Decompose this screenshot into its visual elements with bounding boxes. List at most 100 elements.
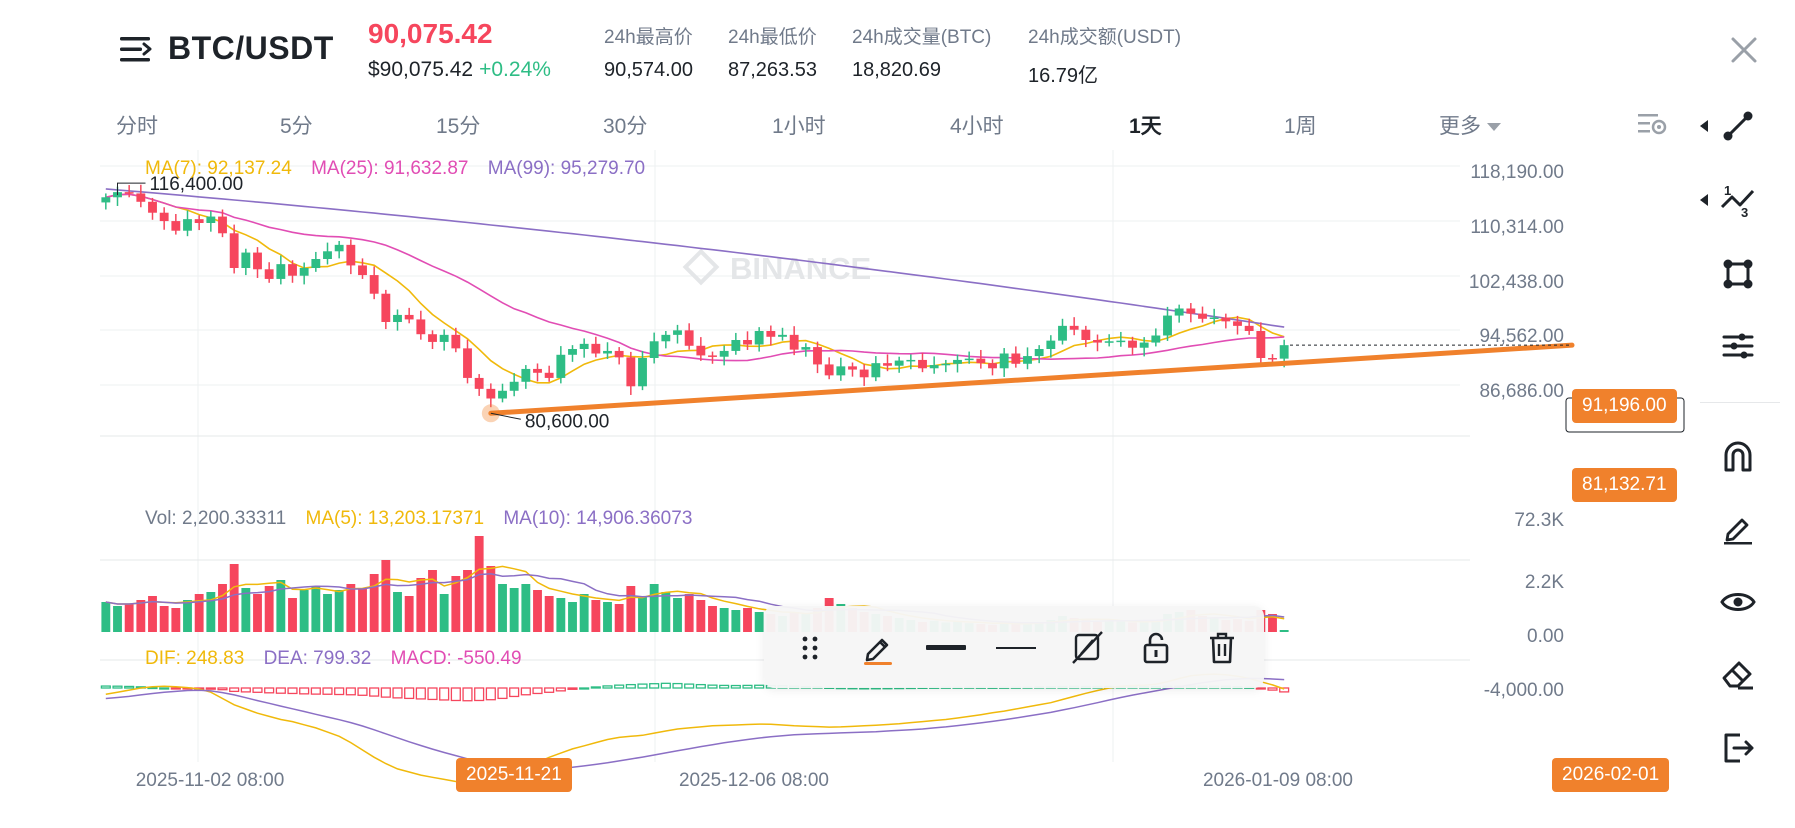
candle-body bbox=[918, 359, 927, 369]
volume-bar bbox=[579, 594, 589, 632]
volume-bar bbox=[136, 600, 146, 632]
candle-body bbox=[171, 221, 181, 231]
drawing-toolbar bbox=[764, 606, 1264, 688]
pen-icon[interactable] bbox=[1718, 508, 1758, 548]
crosshair-end-date-tag: 2026-02-01 bbox=[1552, 758, 1670, 792]
price-axis-label: 110,314.00 bbox=[1470, 217, 1564, 238]
macd-histogram-bar bbox=[264, 687, 275, 694]
candle-body bbox=[1046, 340, 1056, 349]
chevron-down-icon bbox=[1487, 123, 1501, 132]
macd-histogram-bar bbox=[485, 687, 496, 701]
candle-body bbox=[906, 359, 916, 362]
candle-body bbox=[1034, 349, 1044, 357]
unlock-icon[interactable] bbox=[1136, 628, 1176, 668]
stat-label: 24h成交量(BTC) bbox=[852, 27, 992, 48]
delete-drawing-icon[interactable] bbox=[1202, 628, 1242, 668]
volume-bar bbox=[533, 590, 542, 632]
ma-lines bbox=[105, 188, 1285, 384]
drag-handle-icon[interactable] bbox=[790, 628, 830, 668]
volume-bar bbox=[159, 606, 169, 632]
candle-body bbox=[241, 252, 251, 268]
candle-body bbox=[533, 368, 542, 373]
candle-body bbox=[789, 334, 799, 350]
stat-value: 18,820.69 bbox=[852, 59, 941, 81]
candle-body bbox=[311, 259, 321, 268]
tab-timeframe-30m[interactable]: 30分 bbox=[603, 115, 648, 138]
volume-bar bbox=[381, 560, 391, 632]
macd-histogram-bar bbox=[170, 687, 181, 690]
ma25-line bbox=[105, 193, 1285, 362]
volume-bar bbox=[591, 600, 601, 632]
eye-icon[interactable] bbox=[1718, 582, 1758, 622]
exit-drawing-icon[interactable] bbox=[1718, 728, 1758, 768]
magnet-icon[interactable] bbox=[1718, 436, 1758, 476]
candle-body bbox=[381, 293, 391, 322]
low-marker-line bbox=[490, 412, 521, 420]
pair-title[interactable]: BTC/USDT bbox=[168, 30, 334, 66]
tab-timeframe-5m[interactable]: 5分 bbox=[280, 115, 313, 138]
candle-body bbox=[136, 193, 146, 202]
candle-body bbox=[544, 372, 554, 378]
tab-timeframe-4h[interactable]: 4小时 bbox=[950, 115, 1004, 138]
macd-histogram-bar bbox=[159, 687, 170, 690]
kline-chart[interactable]: BINANCE 116,400.00 80,600.00 118,190.00 11… bbox=[0, 150, 1700, 810]
fibonacci-tool-icon[interactable]: 1 3 bbox=[1718, 180, 1758, 220]
stat-label: 24h最低价 bbox=[728, 27, 817, 48]
line-style-thin-icon[interactable] bbox=[996, 628, 1036, 668]
hide-drawing-icon[interactable] bbox=[1068, 628, 1108, 668]
volume-bar bbox=[544, 596, 554, 632]
indicator-tool-icon[interactable] bbox=[1718, 326, 1758, 366]
close-icon[interactable] bbox=[1728, 34, 1760, 66]
candle-body bbox=[183, 219, 192, 231]
candle-body bbox=[288, 264, 297, 276]
macd-histogram-bar bbox=[567, 687, 578, 690]
candle-body bbox=[358, 265, 367, 276]
tab-timeframe-15m[interactable]: 15分 bbox=[436, 115, 481, 138]
macd-histogram-bar bbox=[695, 683, 706, 689]
macd-histogram-bar bbox=[579, 687, 590, 690]
candle-body bbox=[428, 334, 437, 342]
candle-body bbox=[218, 216, 227, 234]
macd-histogram-bar bbox=[450, 687, 461, 702]
line-width-thick-icon[interactable] bbox=[926, 628, 966, 668]
crosshair-start-date-tag: 2025-11-21 bbox=[456, 758, 572, 792]
pen-color-icon[interactable] bbox=[858, 628, 898, 668]
vol-ma10-value: MA(10): 14,906.36073 bbox=[503, 508, 693, 529]
candle-body bbox=[614, 350, 624, 358]
candle-body bbox=[848, 366, 857, 370]
macd-histogram-bar bbox=[520, 687, 531, 696]
tab-timeframe-1d[interactable]: 1天 bbox=[1129, 115, 1162, 138]
macd-histogram-bar bbox=[1267, 687, 1278, 691]
dea-value: DEA: 799.32 bbox=[263, 648, 372, 669]
candle-body bbox=[894, 360, 904, 366]
candle-body bbox=[1058, 325, 1067, 341]
candle-body bbox=[521, 368, 531, 382]
vol-ma5-value: MA(5): 13,203.17371 bbox=[305, 508, 485, 529]
macd-histogram-bar bbox=[147, 686, 158, 690]
candle-body bbox=[393, 314, 402, 322]
candle-body bbox=[194, 219, 204, 223]
menu-icon[interactable] bbox=[118, 32, 154, 66]
price-markers: 116,400.00 80,600.00 bbox=[117, 174, 609, 432]
macd-histogram-bar bbox=[637, 683, 648, 689]
eraser-icon[interactable] bbox=[1718, 654, 1758, 694]
candle-body bbox=[731, 340, 741, 351]
tab-timeframe-more[interactable]: 更多 bbox=[1439, 110, 1501, 140]
volume-bar bbox=[603, 602, 612, 632]
candle-body bbox=[1104, 341, 1114, 343]
macd-histogram-bar bbox=[415, 687, 426, 700]
volume-bar bbox=[229, 564, 239, 632]
tab-timeframe-line[interactable]: 分时 bbox=[116, 115, 158, 138]
shape-tool-icon[interactable] bbox=[1718, 254, 1758, 294]
candle-body bbox=[463, 348, 472, 378]
volume-bar bbox=[393, 592, 402, 632]
candle-body bbox=[1081, 329, 1091, 340]
trendline-tool-icon[interactable] bbox=[1718, 106, 1758, 146]
candle-body bbox=[1128, 340, 1137, 348]
volume-bar bbox=[101, 602, 111, 632]
tab-timeframe-1h[interactable]: 1小时 bbox=[772, 115, 826, 138]
chart-settings-icon[interactable] bbox=[1636, 110, 1668, 138]
tab-timeframe-1w[interactable]: 1周 bbox=[1284, 115, 1317, 138]
macd-histogram-bar bbox=[719, 684, 730, 689]
